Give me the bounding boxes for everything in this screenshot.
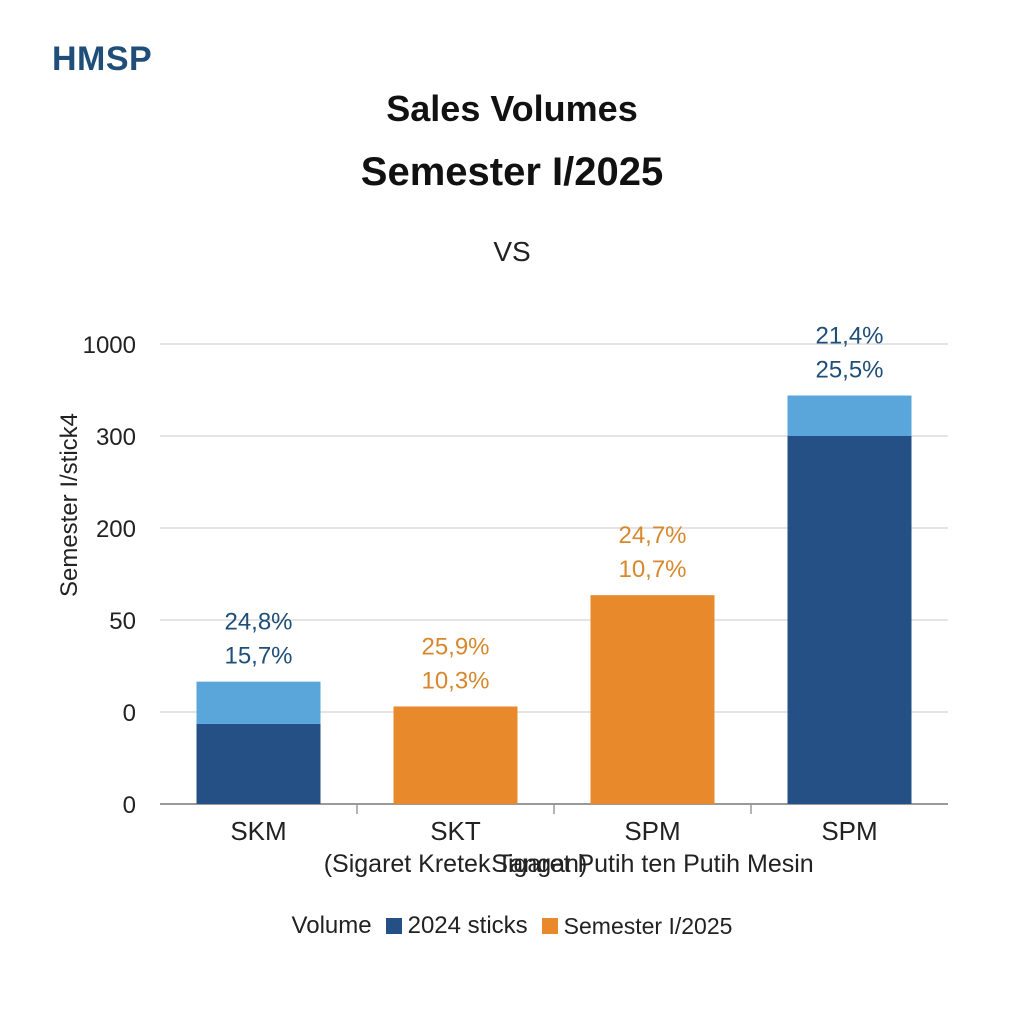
y-tick-label: 50 [109, 608, 136, 635]
y-tick-label: 0 [123, 792, 136, 819]
label-layer: 24,8% 15,7% SKM 25,9% 10,3% SKT (Sigaret Krete… [224, 323, 883, 878]
legend-swatch-2025 [541, 918, 558, 934]
data-label: 15,7% [224, 643, 292, 670]
x-tick-label: SKT [430, 816, 481, 846]
comparison-label: VS [493, 236, 531, 267]
data-label: 25,5% [815, 357, 883, 384]
chart-title: Sales Volumes [386, 88, 638, 129]
bar-segment-base [787, 436, 912, 804]
data-label: 24,7% [618, 522, 686, 549]
legend-prefix: Volume [291, 912, 372, 939]
y-tick-label: 300 [96, 424, 136, 451]
x-tick-sublabel: (Sigaret Kretek Tangan) [324, 850, 588, 878]
data-label: 10,7% [618, 556, 686, 583]
legend-label-2025: Semester I/2025 [563, 912, 733, 939]
data-label: 25,9% [421, 633, 489, 660]
bar-segment-top [196, 681, 321, 724]
bar-segment-base [393, 706, 518, 804]
legend-item-2025: Semester I/2025 [541, 912, 733, 940]
x-tick-label: SPM [624, 816, 680, 846]
y-axis-title: Semester I/stick4 [56, 413, 83, 597]
data-label: 10,3% [421, 667, 489, 694]
x-tick-label: SPM [821, 816, 877, 846]
brand-logo: HMSP [52, 40, 153, 78]
bar-segment-base [590, 595, 715, 804]
data-label: 21,4% [815, 323, 883, 350]
bar-layer [196, 395, 912, 804]
legend-swatch-2024 [385, 918, 402, 934]
chart-subtitle: Semester I/2025 [360, 150, 664, 194]
data-label: 24,8% [224, 609, 292, 636]
y-tick-label: 200 [96, 516, 136, 543]
legend-item-2024: 2024 sticks [385, 912, 528, 940]
x-tick-label: SKM [230, 816, 286, 846]
x-tick-sublabel: Sigaret Putih ten Putih Mesin [491, 850, 813, 878]
y-tick-label: 1000 [83, 332, 136, 359]
bar-chart: 0 0 50 200 300 1000 24,8% 15,7% SKM 25,9% 10,3% SK… [56, 323, 948, 878]
legend-label-2024: 2024 sticks [407, 912, 528, 939]
bar-segment-top [787, 395, 912, 436]
bar-segment-base [196, 723, 321, 804]
legend: Volume 2024 sticks Semester I/2025 [0, 912, 1024, 940]
y-tick-label: 0 [123, 700, 136, 727]
